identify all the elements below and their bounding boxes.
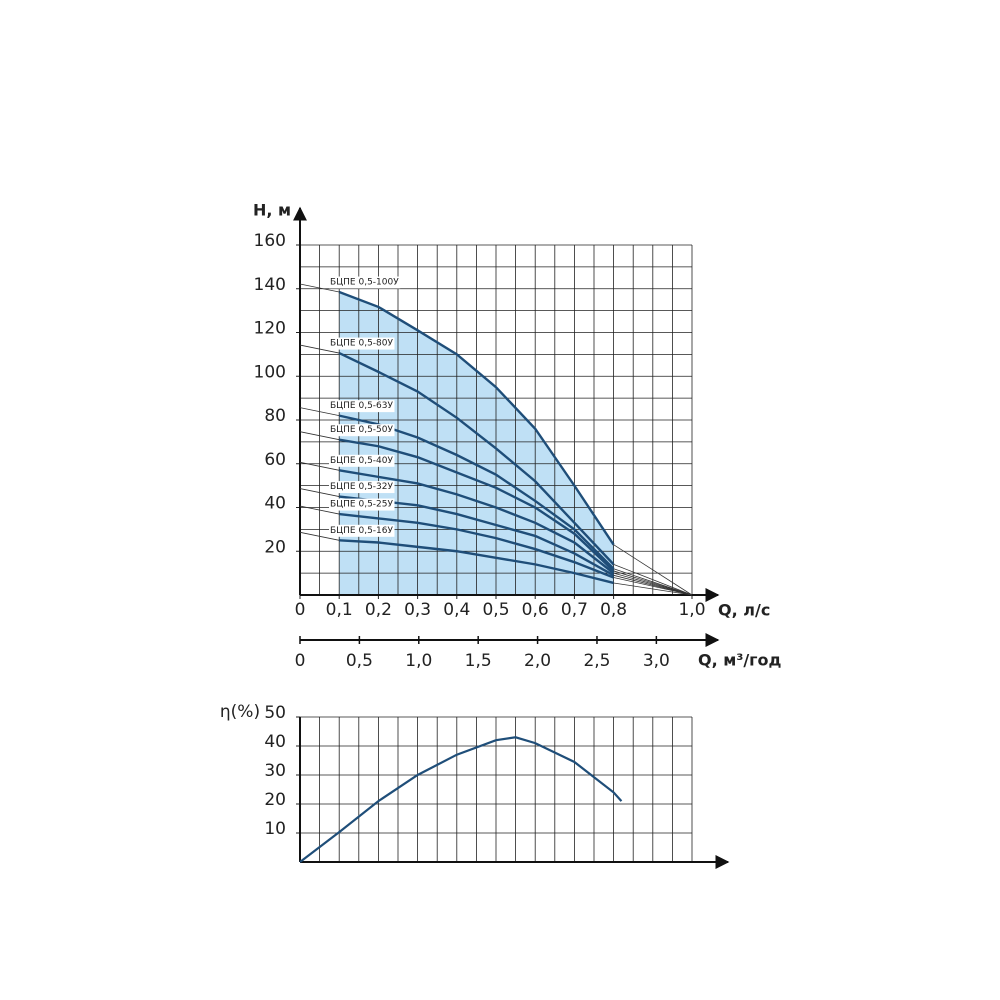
- series-line: [339, 438, 615, 572]
- converge-line: [613, 577, 693, 596]
- x-tick-label: 0,7: [561, 600, 588, 620]
- x-tick-label: 0: [295, 600, 306, 620]
- leader-line: [299, 431, 340, 441]
- series-line: [338, 290, 615, 546]
- x-tick-label: 0,8: [600, 600, 627, 620]
- label-background: [329, 524, 395, 537]
- label-background: [329, 337, 395, 350]
- series-line: [338, 351, 615, 566]
- x2-tick-label: 1,0: [405, 651, 432, 671]
- x2-tick-label: 0,5: [346, 651, 373, 671]
- leader-line: [299, 461, 340, 471]
- x-axis-title: Q, л/с: [718, 601, 770, 620]
- leader-line: [299, 283, 340, 293]
- converge-line: [613, 564, 693, 596]
- y-tick-label: 60: [264, 450, 286, 470]
- y-tick-label: 80: [264, 406, 286, 426]
- converge-line: [613, 544, 693, 596]
- y-tick-label: 160: [254, 231, 286, 251]
- x-tick-label: 0,3: [404, 600, 431, 620]
- leader-line: [299, 488, 340, 497]
- y-tick-label: 120: [254, 319, 286, 339]
- series-line: [339, 512, 615, 579]
- leader-line: [299, 531, 340, 541]
- x2-tick-label: 2,0: [524, 651, 551, 671]
- y-axis-title: η(%): [220, 702, 260, 722]
- x-tick-label: 0,2: [365, 600, 392, 620]
- label-background: [329, 424, 395, 437]
- y-tick-label: 30: [264, 761, 286, 781]
- y-tick-label: 10: [264, 819, 286, 839]
- label-background: [329, 498, 395, 511]
- label-background: [329, 481, 395, 494]
- label-background: [329, 276, 401, 289]
- x2-axis-title: Q, м³/год: [698, 651, 782, 670]
- series-label: БЦПЕ 0,5-16У: [330, 526, 393, 536]
- leader-line: [299, 407, 340, 417]
- x-tick-label: 1,0: [678, 600, 705, 620]
- y-tick-label: 20: [264, 790, 286, 810]
- label-background: [329, 454, 395, 467]
- series-label: БЦПЕ 0,5-32У: [330, 482, 393, 492]
- leader-line: [299, 505, 340, 515]
- x-tick-label: 0,6: [522, 600, 549, 620]
- series-line: [339, 469, 615, 575]
- plot-area: [300, 716, 693, 862]
- x2-tick-label: 0: [295, 651, 306, 671]
- y-tick-label: 20: [264, 537, 286, 557]
- x2-tick-label: 2,5: [583, 651, 610, 671]
- series-label: БЦПЕ 0,5-100У: [330, 278, 399, 288]
- series-line: [299, 736, 623, 863]
- y-tick-label: 140: [254, 275, 286, 295]
- y-tick-label: 50: [264, 703, 286, 723]
- x2-tick-label: 1,5: [465, 651, 492, 671]
- y-tick-label: 40: [264, 494, 286, 514]
- series-label: БЦПЕ 0,5-50У: [330, 425, 393, 435]
- y-axis-title: H, м: [253, 201, 291, 220]
- x2-tick-label: 3,0: [643, 651, 670, 671]
- converge-line: [613, 582, 693, 596]
- label-background: [329, 400, 395, 413]
- x-tick-label: 0,5: [482, 600, 509, 620]
- series-label: БЦПЕ 0,5-25У: [330, 500, 393, 510]
- y-tick-label: 100: [254, 362, 286, 382]
- leader-line: [299, 344, 340, 354]
- series-label: БЦПЕ 0,5-80У: [330, 339, 393, 349]
- series-label: БЦПЕ 0,5-40У: [330, 456, 393, 466]
- x-tick-label: 0,4: [443, 600, 470, 620]
- y-tick-label: 40: [264, 732, 286, 752]
- series-line: [339, 539, 614, 585]
- series-label: БЦПЕ 0,5-63У: [330, 401, 393, 411]
- x-tick-label: 0,1: [326, 600, 353, 620]
